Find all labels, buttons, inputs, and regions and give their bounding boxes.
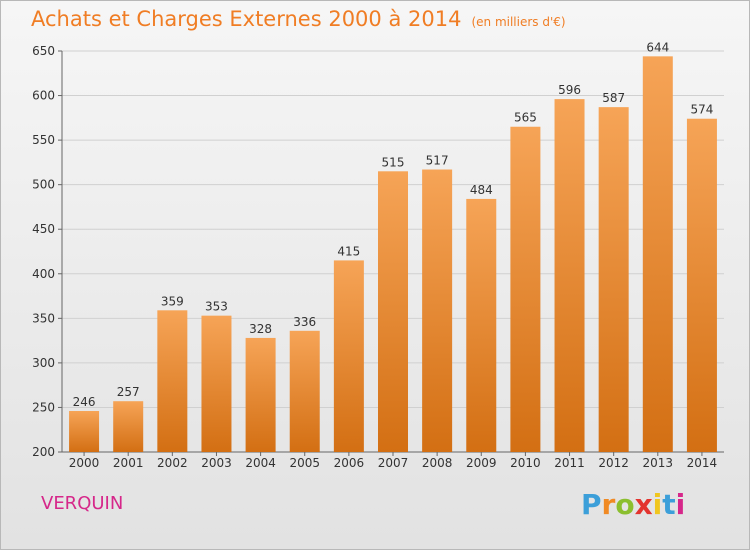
bar-value-label: 246 (73, 395, 96, 409)
x-tick-label: 2013 (643, 456, 674, 470)
bar (466, 198, 497, 452)
bar (157, 310, 188, 452)
x-tick-label: 2004 (245, 456, 276, 470)
bar (69, 411, 100, 452)
y-tick-label: 550 (32, 133, 55, 147)
y-tick-label: 450 (32, 222, 55, 236)
bar-value-label: 574 (690, 103, 713, 117)
bar (201, 315, 232, 452)
bar (113, 401, 144, 452)
bar (642, 56, 673, 452)
x-tick-label: 2000 (69, 456, 100, 470)
y-tick-label: 350 (32, 311, 55, 325)
bar (422, 169, 453, 453)
bar (554, 99, 585, 453)
x-tick-label: 2005 (289, 456, 320, 470)
x-tick-label: 2011 (554, 456, 585, 470)
bar (686, 118, 717, 453)
y-tick-label: 200 (32, 445, 55, 459)
x-tick-label: 2009 (466, 456, 497, 470)
unit-note: (en milliers d'€) (471, 15, 566, 29)
bar-value-label: 596 (558, 83, 581, 97)
y-tick-label: 300 (32, 356, 55, 370)
y-tick-label: 600 (32, 89, 55, 103)
bar (333, 260, 364, 452)
x-tick-label: 2002 (157, 456, 188, 470)
bar-value-label: 517 (426, 154, 449, 168)
x-tick-label: 2003 (201, 456, 232, 470)
x-tick-label: 2007 (378, 456, 409, 470)
y-tick-label: 400 (32, 267, 55, 281)
proxiti-logo: Proxiti (581, 488, 686, 521)
bar-value-label: 353 (205, 300, 228, 314)
bar (378, 171, 408, 453)
x-tick-label: 2001 (113, 456, 144, 470)
bar-value-label: 587 (602, 91, 625, 105)
bar-value-label: 565 (514, 111, 537, 125)
x-tick-label: 2012 (598, 456, 629, 470)
y-tick-label: 250 (32, 400, 55, 414)
bar (245, 337, 276, 452)
x-tick-label: 2014 (687, 456, 718, 470)
bar-value-label: 644 (646, 40, 669, 54)
bar-value-label: 515 (382, 155, 405, 169)
x-tick-label: 2006 (334, 456, 365, 470)
y-tick-label: 500 (32, 178, 55, 192)
bar-value-label: 484 (470, 183, 493, 197)
bar-value-label: 359 (161, 294, 184, 308)
bar (598, 107, 629, 452)
bar-value-label: 415 (337, 244, 360, 258)
x-tick-label: 2010 (510, 456, 541, 470)
y-tick-label: 650 (32, 44, 55, 58)
bar-value-label: 257 (117, 385, 140, 399)
commune-name: VERQUIN (41, 493, 124, 514)
bar-value-label: 328 (249, 322, 272, 336)
bar-value-label: 336 (293, 315, 316, 329)
bar (510, 126, 541, 452)
x-tick-label: 2008 (422, 456, 453, 470)
chart-title-text: Achats et Charges Externes 2000 à 2014 (31, 7, 462, 31)
chart-title: Achats et Charges Externes 2000 à 2014 (e… (31, 7, 566, 31)
bar (289, 330, 320, 452)
